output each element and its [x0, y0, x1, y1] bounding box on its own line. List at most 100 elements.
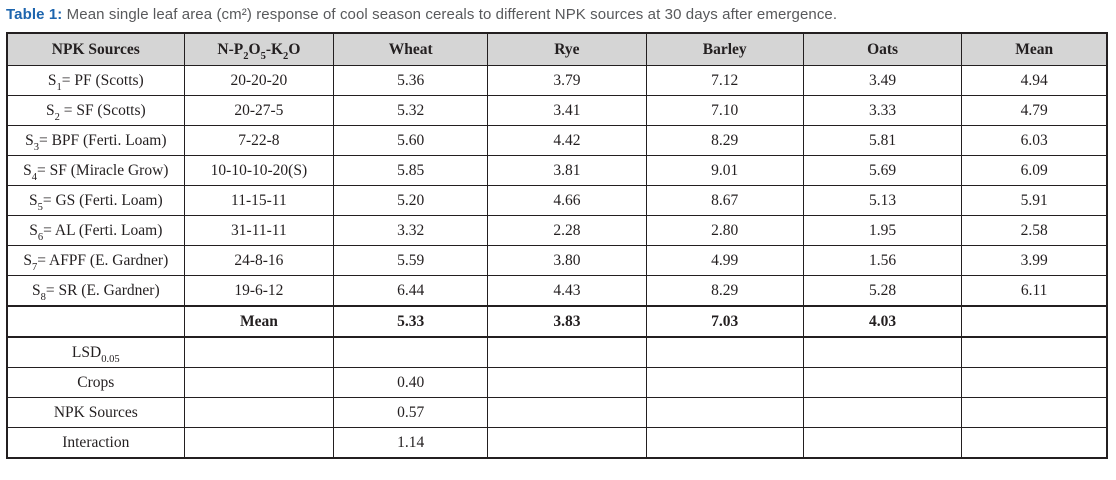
- value-cell: 11-15-11: [183, 185, 335, 216]
- value-cell: 31-11-11: [183, 215, 335, 246]
- value-cell: 8.67: [645, 185, 804, 216]
- npk-results-table: NPK Sources N-P2O5-K2O Wheat Rye Barley …: [6, 32, 1108, 459]
- value-cell: [487, 427, 647, 459]
- value-cell: [333, 336, 489, 368]
- value-cell: [961, 305, 1108, 338]
- row-label-cell: S2 = SF (Scotts): [6, 95, 185, 126]
- value-cell: 6.11: [961, 275, 1108, 307]
- column-header-rye: Rye: [487, 32, 647, 66]
- table-row: S1= PF (Scotts) 20-20-20 5.36 3.79 7.12 3.49 4…: [6, 65, 1108, 96]
- value-cell: Mean: [183, 305, 335, 338]
- value-cell: 4.99: [645, 245, 804, 276]
- value-cell: [183, 367, 335, 398]
- value-cell: 7.12: [645, 65, 804, 96]
- value-cell: 5.20: [333, 185, 489, 216]
- table-row: Mean 5.33 3.83 7.03 4.03: [6, 305, 1108, 338]
- row-label-cell: S3= BPF (Ferti. Loam): [6, 125, 185, 156]
- value-cell: 5.91: [961, 185, 1108, 216]
- table-body: S1= PF (Scotts) 20-20-20 5.36 3.79 7.12 3.49 4…: [6, 65, 1108, 459]
- value-cell: 1.14: [333, 427, 489, 459]
- value-cell: 4.43: [487, 275, 647, 307]
- value-cell: 5.36: [333, 65, 489, 96]
- value-cell: [183, 427, 335, 459]
- value-cell: 6.44: [333, 275, 489, 307]
- value-cell: 20-20-20: [183, 65, 335, 96]
- value-cell: [802, 367, 963, 398]
- table-row: Interaction 1.14: [6, 427, 1108, 459]
- column-header-barley: Barley: [645, 32, 804, 66]
- column-header-oats: Oats: [802, 32, 963, 66]
- table-row: S2 = SF (Scotts) 20-27-5 5.32 3.41 7.10 3.33 4…: [6, 95, 1108, 126]
- table-row: S7= AFPF (E. Gardner) 24-8-16 5.59 3.80 4.99…: [6, 245, 1108, 276]
- value-cell: 2.80: [645, 215, 804, 246]
- value-cell: 2.58: [961, 215, 1108, 246]
- value-cell: 8.29: [645, 125, 804, 156]
- value-cell: [802, 427, 963, 459]
- value-cell: 24-8-16: [183, 245, 335, 276]
- column-header-npk-sources: NPK Sources: [6, 32, 185, 66]
- value-cell: [645, 367, 804, 398]
- table-row: S5= GS (Ferti. Loam) 11-15-11 5.20 4.66 8.67…: [6, 185, 1108, 216]
- value-cell: 9.01: [645, 155, 804, 186]
- value-cell: 3.33: [802, 95, 963, 126]
- value-cell: 5.28: [802, 275, 963, 307]
- header-row: NPK Sources N-P2O5-K2O Wheat Rye Barley …: [6, 32, 1108, 66]
- value-cell: 4.03: [802, 305, 963, 338]
- table-row: S6= AL (Ferti. Loam) 31-11-11 3.32 2.28 2.80…: [6, 215, 1108, 246]
- value-cell: [645, 427, 804, 459]
- row-label-cell: S1= PF (Scotts): [6, 65, 185, 96]
- column-header-wheat: Wheat: [333, 32, 489, 66]
- value-cell: 0.57: [333, 397, 489, 428]
- value-cell: 3.49: [802, 65, 963, 96]
- row-label-cell: S8= SR (E. Gardner): [6, 275, 185, 307]
- value-cell: 5.59: [333, 245, 489, 276]
- value-cell: [487, 397, 647, 428]
- value-cell: 3.99: [961, 245, 1108, 276]
- row-label-cell: S7= AFPF (E. Gardner): [6, 245, 185, 276]
- value-cell: 0.40: [333, 367, 489, 398]
- value-cell: 5.32: [333, 95, 489, 126]
- value-cell: 4.42: [487, 125, 647, 156]
- value-cell: [961, 336, 1108, 368]
- row-label-cell: S4= SF (Miracle Grow): [6, 155, 185, 186]
- value-cell: 20-27-5: [183, 95, 335, 126]
- value-cell: 19-6-12: [183, 275, 335, 307]
- value-cell: 6.03: [961, 125, 1108, 156]
- value-cell: 4.66: [487, 185, 647, 216]
- value-cell: [645, 397, 804, 428]
- value-cell: 6.09: [961, 155, 1108, 186]
- row-label-cell: Interaction: [6, 427, 185, 459]
- table-row: S3= BPF (Ferti. Loam) 7-22-8 5.60 4.42 8.29 5…: [6, 125, 1108, 156]
- value-cell: 7.03: [645, 305, 804, 338]
- value-cell: [487, 367, 647, 398]
- value-cell: [645, 336, 804, 368]
- value-cell: 5.81: [802, 125, 963, 156]
- table-caption-label: Table 1:: [6, 6, 63, 23]
- table-caption-text: Mean single leaf area (cm²) response of …: [66, 6, 838, 23]
- table-row: LSD0.05: [6, 336, 1108, 368]
- value-cell: 8.29: [645, 275, 804, 307]
- table-row: NPK Sources 0.57: [6, 397, 1108, 428]
- value-cell: 5.60: [333, 125, 489, 156]
- value-cell: 3.41: [487, 95, 647, 126]
- value-cell: [183, 397, 335, 428]
- value-cell: [487, 336, 647, 368]
- row-label-cell: S6= AL (Ferti. Loam): [6, 215, 185, 246]
- value-cell: [961, 397, 1108, 428]
- column-header-npk-formula: N-P2O5-K2O: [183, 32, 335, 66]
- value-cell: 7.10: [645, 95, 804, 126]
- value-cell: 3.32: [333, 215, 489, 246]
- value-cell: 5.33: [333, 305, 489, 338]
- column-header-mean: Mean: [961, 32, 1108, 66]
- table-row: S8= SR (E. Gardner) 19-6-12 6.44 4.43 8.29 5.…: [6, 275, 1108, 307]
- value-cell: 5.85: [333, 155, 489, 186]
- value-cell: 3.81: [487, 155, 647, 186]
- value-cell: [961, 427, 1108, 459]
- value-cell: 3.80: [487, 245, 647, 276]
- value-cell: 3.79: [487, 65, 647, 96]
- value-cell: [802, 336, 963, 368]
- value-cell: 2.28: [487, 215, 647, 246]
- value-cell: 5.69: [802, 155, 963, 186]
- table-caption: Table 1: Mean single leaf area (cm²) res…: [6, 5, 1110, 24]
